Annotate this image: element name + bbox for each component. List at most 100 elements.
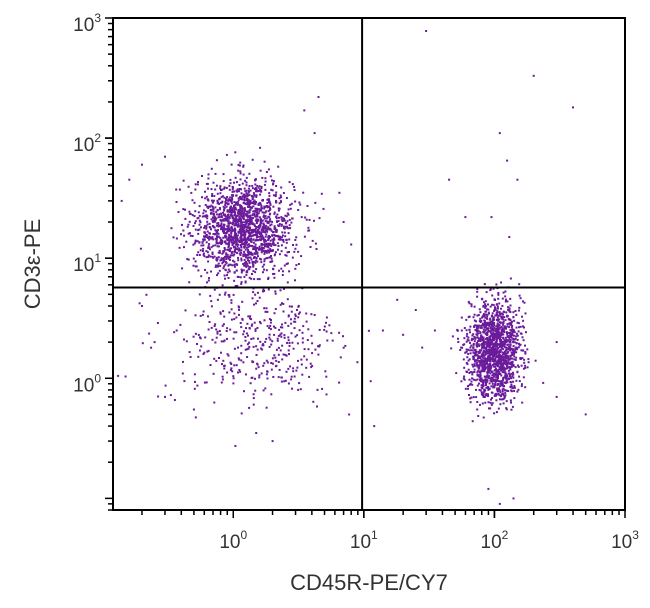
event-point: [473, 363, 476, 366]
event-point: [494, 357, 497, 360]
event-point: [325, 393, 328, 396]
event-point: [240, 215, 243, 218]
event-point: [255, 222, 258, 225]
event-point: [237, 199, 240, 202]
event-point: [235, 218, 237, 221]
event-point: [505, 327, 507, 330]
event-point: [247, 191, 250, 194]
event-point: [476, 288, 479, 290]
event-point: [471, 373, 474, 376]
event-point: [233, 235, 236, 237]
event-point: [482, 330, 485, 333]
event-point: [491, 374, 494, 377]
event-point: [484, 324, 487, 327]
event-point: [473, 313, 476, 316]
event-point: [233, 312, 236, 315]
event-point: [244, 336, 247, 338]
event-point: [216, 242, 218, 245]
event-point: [232, 375, 235, 378]
event-point: [488, 375, 491, 378]
event-point: [513, 353, 515, 356]
event-point: [275, 191, 278, 194]
event-point: [305, 312, 308, 315]
event-point: [199, 314, 202, 317]
event-point: [260, 261, 263, 264]
event-point: [205, 381, 208, 384]
event-point: [266, 377, 269, 380]
event-point: [223, 247, 226, 249]
event-point: [225, 201, 228, 204]
event-point: [254, 252, 257, 255]
event-point: [463, 375, 466, 378]
event-point: [264, 251, 267, 253]
event-point: [256, 278, 259, 281]
event-point: [212, 201, 214, 204]
event-point: [269, 220, 272, 223]
event-point: [247, 250, 249, 253]
event-point: [502, 387, 505, 390]
event-point: [210, 199, 213, 202]
event-point: [255, 208, 258, 211]
event-point: [284, 214, 287, 217]
event-point: [465, 335, 468, 338]
event-point: [502, 378, 505, 380]
event-point: [514, 347, 517, 350]
event-point: [227, 214, 229, 216]
event-point: [521, 357, 524, 360]
event-point: [231, 230, 234, 233]
event-point: [263, 217, 266, 220]
event-point: [239, 205, 242, 208]
event-point: [485, 384, 487, 386]
event-point: [519, 357, 522, 360]
event-point: [502, 394, 505, 397]
event-point: [467, 385, 469, 388]
event-point: [500, 395, 503, 398]
event-point: [214, 218, 217, 221]
event-point: [489, 330, 492, 333]
event-point: [242, 212, 245, 215]
event-point: [244, 238, 247, 241]
event-point: [239, 198, 242, 200]
event-point: [189, 234, 192, 237]
event-point: [214, 237, 217, 240]
event-point: [251, 273, 253, 275]
event-point: [233, 206, 236, 209]
event-point: [268, 206, 271, 208]
event-point: [487, 366, 490, 369]
event-point: [254, 271, 257, 274]
event-point: [464, 351, 467, 354]
event-point: [310, 366, 313, 369]
event-point: [227, 268, 230, 271]
event-point: [246, 246, 249, 249]
event-point: [201, 175, 203, 177]
event-point: [476, 336, 479, 339]
event-point: [269, 218, 272, 221]
event-point: [318, 328, 321, 331]
event-point: [212, 181, 215, 184]
event-point: [206, 223, 209, 226]
event-point: [256, 233, 258, 236]
event-point: [513, 338, 516, 341]
event-point: [505, 347, 508, 350]
event-point: [261, 219, 264, 222]
event-point: [507, 309, 510, 311]
event-point: [236, 188, 239, 191]
event-point: [478, 324, 480, 327]
event-point: [506, 314, 509, 317]
event-point: [169, 394, 172, 397]
event-point: [245, 256, 248, 259]
event-point: [318, 217, 321, 220]
event-point: [293, 375, 296, 378]
event-point: [480, 391, 483, 394]
event-point: [476, 384, 479, 387]
event-point: [305, 218, 308, 221]
event-point: [285, 254, 288, 257]
event-point: [475, 388, 477, 391]
event-point: [255, 227, 257, 230]
event-point: [268, 336, 271, 339]
event-point: [258, 188, 261, 191]
event-point: [523, 301, 526, 304]
event-point: [502, 398, 505, 401]
event-point: [516, 364, 519, 367]
event-point: [253, 194, 256, 197]
